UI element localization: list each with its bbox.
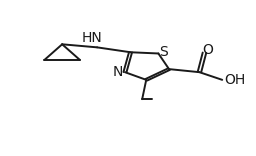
Text: S: S xyxy=(159,45,168,59)
Text: HN: HN xyxy=(82,31,102,45)
Text: O: O xyxy=(202,43,213,57)
Text: N: N xyxy=(112,65,123,79)
Text: OH: OH xyxy=(225,73,246,87)
